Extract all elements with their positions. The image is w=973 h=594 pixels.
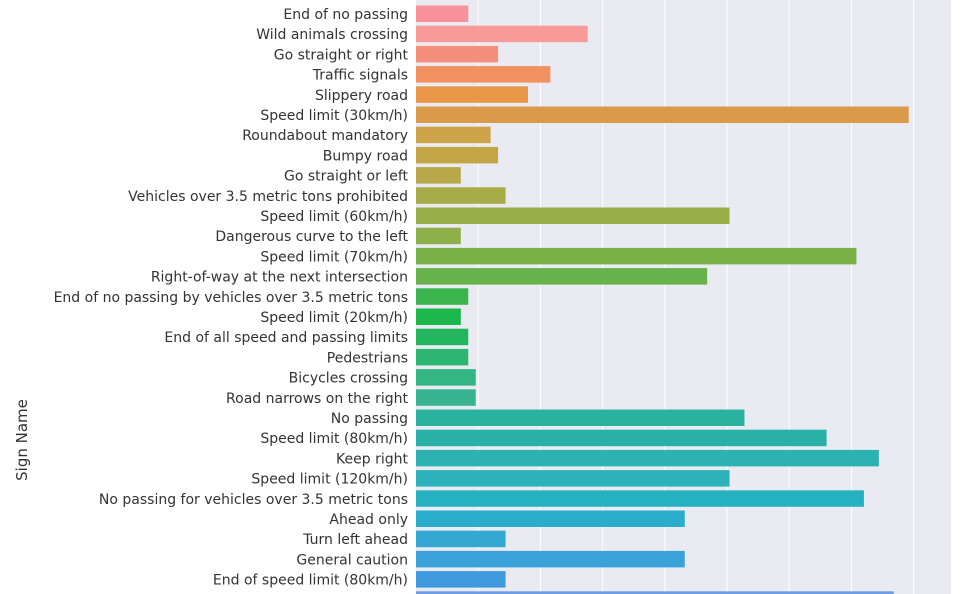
y-tick-label: Speed limit (80km/h) [260,431,408,447]
y-tick-label: Traffic signals [312,68,408,84]
bar [416,146,499,164]
y-tick-label: Speed limit (70km/h) [260,249,408,265]
y-tick-label: Roundabout mandatory [242,128,408,144]
bar [416,429,827,447]
y-tick-label: Wild animals crossing [256,27,408,43]
bar [416,571,506,588]
bar [416,167,461,184]
bar [416,207,730,224]
y-tick-label: Keep right [336,451,408,467]
bar-partial [416,591,894,594]
bar [416,348,469,366]
bar [416,328,469,346]
bar [416,308,461,325]
bar [416,530,506,548]
bar [416,86,528,103]
bars [416,5,909,594]
y-tick-label: Dangerous curve to the left [215,229,408,245]
y-tick-labels: End of no passing Wild animals crossing Go… [54,7,409,589]
bar [416,25,588,43]
y-tick-label: Vehicles over 3.5 metric tons prohibited [128,189,408,205]
bar [416,45,499,63]
bar [416,227,461,245]
y-tick-label: End of no passing by vehicles over 3.5 m… [54,290,408,306]
bar [416,490,864,507]
y-axis-label: Sign Name [13,399,31,481]
y-tick-label: Speed limit (30km/h) [260,108,408,124]
bar [416,187,506,204]
bar [416,389,476,406]
bar [416,106,909,123]
y-tick-label: Speed limit (60km/h) [260,209,408,225]
bar [416,126,491,144]
y-tick-label: Speed limit (120km/h) [251,472,408,488]
y-tick-label: Right-of-way at the next intersection [151,270,408,286]
y-tick-label: Road narrows on the right [226,391,408,407]
bar [416,66,551,83]
y-tick-label: Speed limit (20km/h) [260,310,408,326]
bar [416,550,685,568]
bar [416,247,857,265]
y-tick-label: Bicycles crossing [289,371,408,387]
bar [416,470,730,487]
bar [416,510,685,527]
y-tick-label: Go straight or left [284,169,409,185]
bar [416,288,469,305]
bar [416,369,476,386]
y-tick-label: Ahead only [329,512,408,528]
bar [416,409,745,426]
y-tick-label: Bumpy road [323,148,408,164]
y-tick-label: No passing for vehicles over 3.5 metric … [99,492,408,508]
y-tick-label: Pedestrians [327,350,408,366]
bar [416,449,879,467]
y-tick-label: End of all speed and passing limits [164,330,408,346]
y-tick-label: No passing [331,411,408,427]
y-tick-label: End of speed limit (80km/h) [213,573,408,589]
bar [416,268,708,285]
bar [416,5,469,22]
y-tick-label: Go straight or right [274,47,409,63]
y-tick-label: Turn left ahead [302,532,408,548]
y-tick-label: End of no passing [283,7,408,23]
y-tick-label: Slippery road [315,88,408,104]
y-tick-label: General caution [296,552,408,568]
